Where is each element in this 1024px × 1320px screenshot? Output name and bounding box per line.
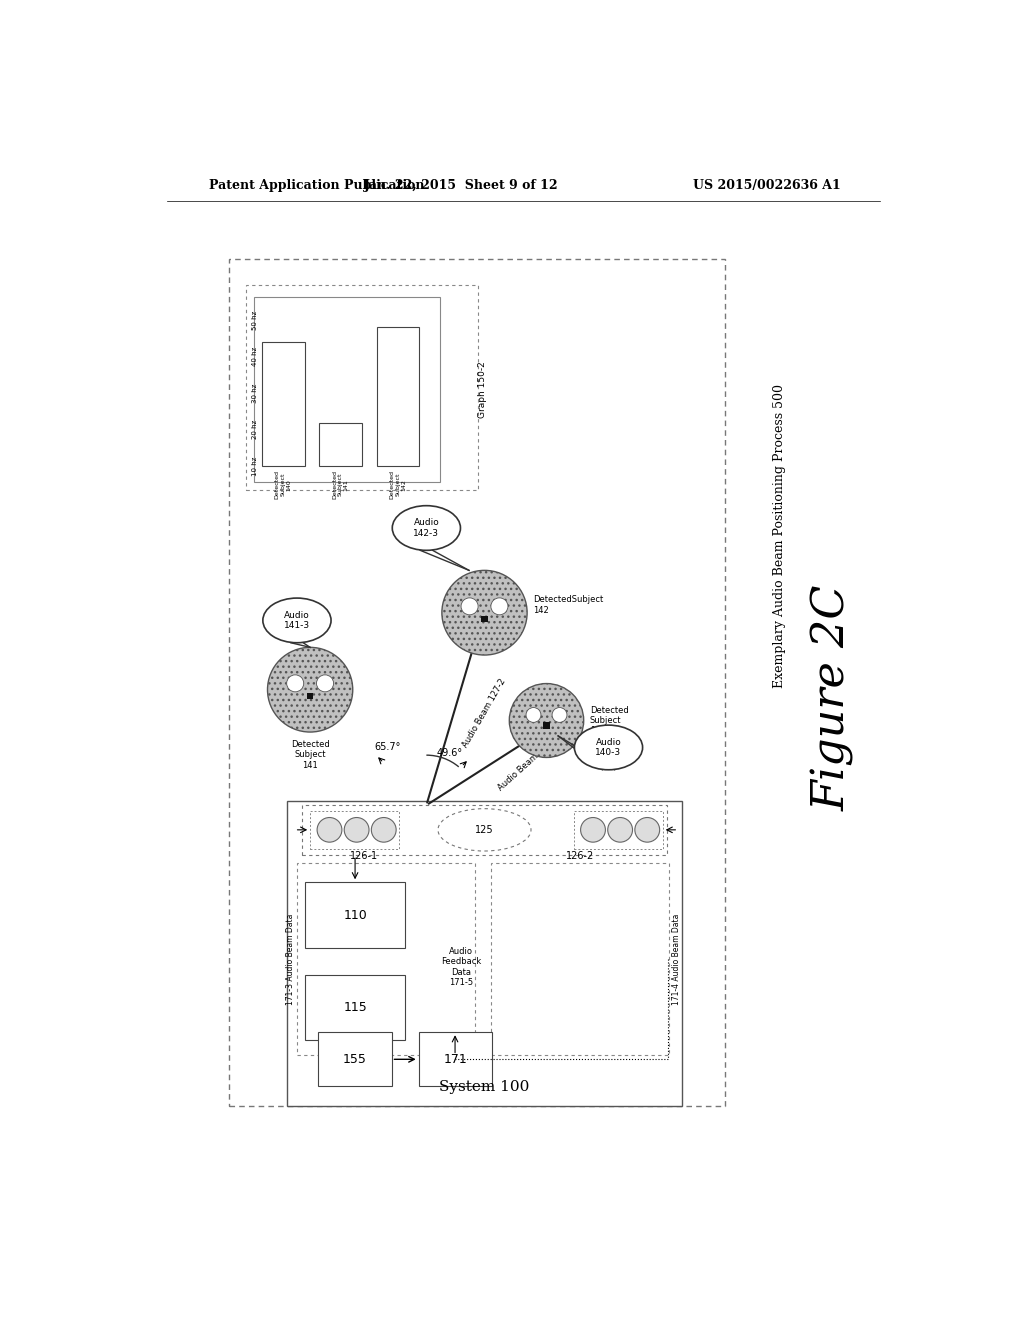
Text: 10 hz: 10 hz [252,457,258,477]
Text: Audio
142-3: Audio 142-3 [414,519,439,537]
Ellipse shape [574,725,643,770]
Text: System 100: System 100 [439,1080,529,1094]
Text: Audio Beam 127-2: Audio Beam 127-2 [461,677,508,748]
Text: Detected
Subject
140: Detected Subject 140 [590,706,629,735]
Text: Detected
Subject
141: Detected Subject 141 [332,470,348,499]
Circle shape [287,675,304,692]
Circle shape [372,817,396,842]
Text: 115: 115 [343,1001,367,1014]
Text: Detected
Subject
140: Detected Subject 140 [274,470,291,499]
FancyBboxPatch shape [317,1032,391,1086]
Text: 20 hz: 20 hz [252,420,258,440]
Circle shape [344,817,369,842]
Text: Patent Application Publication: Patent Application Publication [209,178,425,191]
Circle shape [552,708,567,722]
Ellipse shape [263,598,331,643]
Bar [544,722,550,729]
Text: Graph 150-2: Graph 150-2 [478,362,487,417]
Bar [481,616,487,622]
Circle shape [607,817,633,842]
Bar [377,327,420,466]
Text: 110: 110 [343,908,367,921]
Circle shape [317,817,342,842]
Text: Exemplary Audio Beam Positioning Process 500: Exemplary Audio Beam Positioning Process… [772,384,785,688]
FancyBboxPatch shape [287,801,682,1106]
Text: Figure 2C: Figure 2C [812,585,855,810]
Text: 126-1: 126-1 [350,850,379,861]
FancyBboxPatch shape [305,974,406,1040]
Text: DetectedSubject
142: DetectedSubject 142 [534,595,603,615]
Ellipse shape [392,506,461,550]
Circle shape [442,570,527,655]
FancyBboxPatch shape [419,1032,493,1086]
Text: 49.6°: 49.6° [436,748,463,758]
Text: US 2015/0022636 A1: US 2015/0022636 A1 [693,178,841,191]
Text: 126-2: 126-2 [565,850,594,861]
Text: 171-3 Audio Beam Data: 171-3 Audio Beam Data [287,913,295,1005]
Text: 171-4 Audio Beam Data: 171-4 Audio Beam Data [672,913,681,1005]
Text: Audio
Feedback
Data
171-5: Audio Feedback Data 171-5 [441,946,481,987]
Text: Jan. 22, 2015  Sheet 9 of 12: Jan. 22, 2015 Sheet 9 of 12 [364,178,558,191]
Text: Detected
Subject
142: Detected Subject 142 [389,470,406,499]
Text: 155: 155 [342,1053,367,1065]
Circle shape [461,598,478,615]
Circle shape [635,817,659,842]
FancyBboxPatch shape [305,882,406,948]
Circle shape [581,817,605,842]
Text: 171: 171 [443,1053,467,1065]
Circle shape [490,598,508,615]
Text: Audio
140-3: Audio 140-3 [595,738,622,758]
Text: 40 hz: 40 hz [252,347,258,367]
Text: 125: 125 [475,825,494,834]
Circle shape [526,708,541,722]
Circle shape [267,647,352,733]
Bar [307,693,313,700]
Bar [262,342,305,466]
Text: 50 hz: 50 hz [252,310,258,330]
Text: Detected
Subject
141: Detected Subject 141 [291,739,330,770]
FancyBboxPatch shape [254,297,439,482]
Circle shape [509,684,584,758]
Text: Audio Beam 127-3: Audio Beam 127-3 [496,734,560,792]
Circle shape [316,675,334,692]
Text: 30 hz: 30 hz [252,384,258,403]
Text: 65.7°: 65.7° [375,742,400,752]
Bar [319,422,362,466]
Text: Audio
141-3: Audio 141-3 [284,611,310,630]
